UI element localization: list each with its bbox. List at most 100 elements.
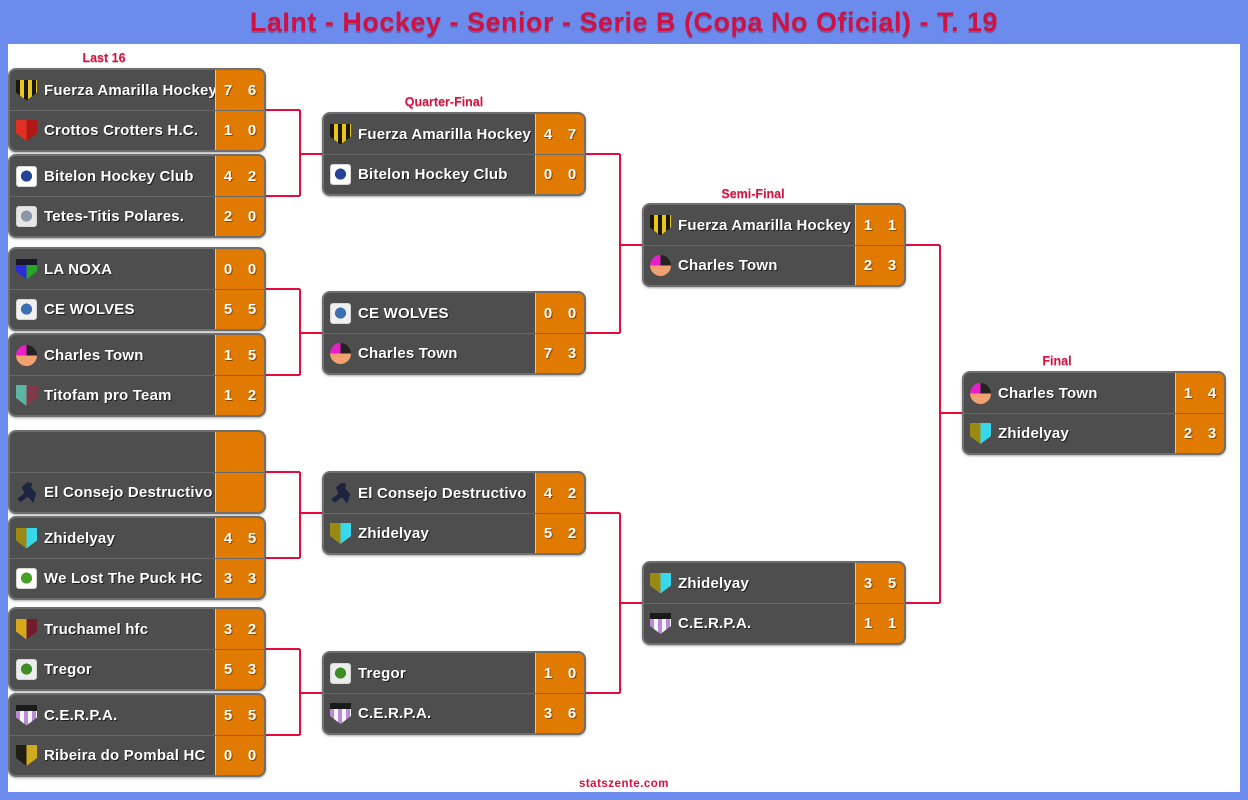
score-leg2: 0: [247, 208, 257, 225]
score-leg2: 5: [887, 574, 897, 592]
team-name: C.E.R.P.A.: [44, 706, 118, 724]
score-leg1: 1: [863, 615, 873, 632]
fuerza-amarilla-crest-icon: [650, 214, 671, 236]
team-name: Zhidelyay: [678, 574, 749, 592]
match-box: Zhidelyay 4 5 We Lost The Puck HC 3 3: [8, 516, 266, 600]
team-name: LA NOXA: [44, 260, 113, 278]
team-name: We Lost The Puck HC: [44, 570, 203, 587]
ce-wolves-crest-icon: [330, 302, 351, 324]
truchamel-crest-icon: [16, 618, 37, 640]
score-leg1: 1: [863, 216, 873, 234]
team-row: Charles Town 1 4: [964, 373, 1224, 413]
team-name: Tregor: [358, 664, 406, 682]
round-label-last-16: Last 16: [82, 51, 126, 65]
round-label-final: Final: [1042, 354, 1072, 368]
score-leg1: 3: [223, 620, 233, 638]
score-leg2: 4: [1207, 384, 1217, 402]
score-cell: 1 1: [855, 205, 904, 245]
score-cell: 0 0: [535, 155, 584, 194]
score-cell: 4 5: [215, 518, 264, 558]
team-name: CE WOLVES: [44, 301, 135, 318]
score-leg1: 0: [543, 304, 553, 322]
match-box: LA NOXA 0 0 CE WOLVES 5 5: [8, 247, 266, 331]
match-box: CE WOLVES 0 0 Charles Town 7 3: [322, 291, 586, 375]
team-name: C.E.R.P.A.: [358, 705, 432, 722]
zhidelyay-crest-icon: [330, 523, 351, 544]
team-name: Tetes-Titis Polares.: [44, 208, 185, 225]
score-leg1: 2: [1183, 425, 1193, 442]
score-cell: 4 2: [535, 473, 584, 513]
team-row: Fuerza Amarilla Hockey 1 1: [644, 205, 904, 245]
team-row: Truchamel hfc 3 2: [10, 609, 264, 649]
team-name: Tregor: [44, 661, 92, 678]
score-cell: 5 5: [215, 290, 264, 329]
score-leg2: 0: [567, 304, 577, 322]
team-row: LA NOXA 0 0: [10, 249, 264, 289]
score-leg2: 3: [1207, 425, 1217, 442]
zhidelyay-crest-icon: [970, 423, 991, 444]
crottos-crotters-crest-icon: [16, 120, 37, 141]
team-row: Tregor 5 3: [10, 649, 264, 689]
team-row: Zhidelyay 3 5: [644, 563, 904, 603]
score-leg1: 0: [223, 747, 233, 764]
tregor-crest-icon: [330, 662, 351, 684]
score-cell: 1 4: [1175, 373, 1224, 413]
team-name: C.E.R.P.A.: [678, 615, 752, 632]
zhidelyay-crest-icon: [650, 572, 671, 594]
score-leg1: 0: [223, 260, 233, 278]
team-row: Crottos Crotters H.C. 1 0: [10, 110, 264, 150]
score-leg1: 1: [223, 346, 233, 364]
bitelon-crest-icon: [330, 164, 351, 185]
cerpa-crest-icon: [330, 703, 351, 724]
team-name: Fuerza Amarilla Hockey: [678, 216, 852, 234]
team-name: Charles Town: [678, 257, 778, 274]
team-row: Charles Town 2 3: [644, 245, 904, 285]
charles-town-crest-icon: [650, 255, 671, 276]
team-row: Bitelon Hockey Club 4 2: [10, 156, 264, 196]
score-cell: 3 2: [215, 609, 264, 649]
team-row: Charles Town 7 3: [324, 333, 584, 373]
score-cell: 3 6: [535, 694, 584, 733]
score-leg1: 3: [863, 574, 873, 592]
team-row: Bitelon Hockey Club 0 0: [324, 154, 584, 194]
team-row: Zhidelyay 2 3: [964, 413, 1224, 453]
team-row: CE WOLVES 0 0: [324, 293, 584, 333]
ce-wolves-crest-icon: [16, 299, 37, 320]
score-cell: 1 2: [215, 376, 264, 415]
team-name: Zhidelyay: [998, 425, 1069, 442]
score-leg2: 2: [247, 620, 257, 638]
score-leg2: 0: [567, 664, 577, 682]
score-leg2: 5: [247, 301, 257, 318]
team-name: CE WOLVES: [358, 304, 449, 322]
el-consejo-player-icon: [17, 482, 37, 503]
score-leg1: 7: [543, 345, 553, 362]
score-leg1: 3: [223, 570, 233, 587]
team-name: Charles Town: [44, 346, 144, 364]
we-lost-the-puck-mascot-icon: [16, 568, 37, 589]
score-leg1: 4: [223, 167, 233, 185]
titofam-crest-icon: [16, 385, 37, 406]
match-box: El Consejo Destructivo: [8, 430, 266, 514]
charles-town-crest-icon: [970, 382, 991, 404]
score-leg2: 0: [247, 260, 257, 278]
score-leg2: 1: [887, 216, 897, 234]
team-row: Titofam pro Team 1 2: [10, 375, 264, 415]
team-row: C.E.R.P.A. 1 1: [644, 603, 904, 643]
score-cell: 3 5: [855, 563, 904, 603]
score-leg1: 1: [1183, 384, 1193, 402]
team-name: Zhidelyay: [44, 529, 115, 547]
team-row: Tetes-Titis Polares. 2 0: [10, 196, 264, 236]
team-name: Ribeira do Pombal HC: [44, 747, 206, 764]
team-row: C.E.R.P.A. 5 5: [10, 695, 264, 735]
team-row: Ribeira do Pombal HC 0 0: [10, 735, 264, 775]
score-cell: 2 0: [215, 197, 264, 236]
match-box: El Consejo Destructivo 4 2 Zhidelyay 5 2: [322, 471, 586, 555]
team-name: El Consejo Destructivo: [358, 484, 527, 502]
cerpa-crest-icon: [16, 704, 37, 726]
score-leg2: 2: [567, 525, 577, 542]
ribeira-do-pombal-crest-icon: [16, 745, 37, 766]
team-name: Zhidelyay: [358, 525, 429, 542]
tregor-crest-icon: [16, 659, 37, 680]
team-name: Truchamel hfc: [44, 620, 149, 638]
cerpa-crest-icon: [650, 613, 671, 634]
